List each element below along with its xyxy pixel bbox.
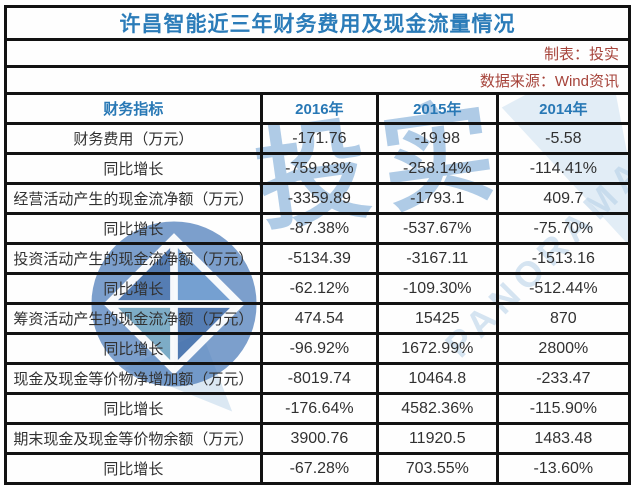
table-row: 期末现金及现金等价物余额（万元） 3900.76 11920.5 1483.48 xyxy=(4,422,631,455)
table-body: 财务费用（万元） -171.76 -19.98 -5.58 同比增长 -759.… xyxy=(4,122,631,485)
cell-2014: -115.90% xyxy=(495,392,631,425)
cell-2014: -114.41% xyxy=(495,152,631,185)
cell-2014: -512.44% xyxy=(495,272,631,305)
header-2015: 2015年 xyxy=(375,92,499,125)
cell-2016: -67.28% xyxy=(259,452,379,485)
cell-2015: 1672.99% xyxy=(375,332,499,365)
cell-2014: -75.70% xyxy=(495,212,631,245)
cell-2014: -5.58 xyxy=(495,122,631,155)
cell-2016: 474.54 xyxy=(259,302,379,335)
header-row: 财务指标 2016年 2015年 2014年 xyxy=(4,92,631,125)
row-label: 经营活动产生的现金流净额（万元） xyxy=(4,182,263,215)
table-row: 投资活动产生的现金流净额（万元） -5134.39 -3167.11 -1513… xyxy=(4,242,631,275)
table-row: 筹资活动产生的现金流净额（万元） 474.54 15425 870 xyxy=(4,302,631,335)
row-label: 同比增长 xyxy=(4,332,263,365)
table-row: 同比增长 -62.12% -109.30% -512.44% xyxy=(4,272,631,305)
cell-2015: 11920.5 xyxy=(375,422,499,455)
table-row: 同比增长 -96.92% 1672.99% 2800% xyxy=(4,332,631,365)
table-container: 投实 PANORAMA 财务指标 2016年 2015年 2014年 财务费用（… xyxy=(4,92,631,485)
data-source-row: 数据来源：Wind资讯 xyxy=(4,65,631,95)
row-label: 现金及现金等价物净增加额（万元） xyxy=(4,362,263,395)
table-row: 财务费用（万元） -171.76 -19.98 -5.58 xyxy=(4,122,631,155)
cell-2016: -171.76 xyxy=(259,122,379,155)
row-label: 财务费用（万元） xyxy=(4,122,263,155)
row-label: 投资活动产生的现金流净额（万元） xyxy=(4,242,263,275)
data-source-label: 数据来源：Wind资讯 xyxy=(479,72,619,90)
cell-2016: -96.92% xyxy=(259,332,379,365)
cell-2015: -109.30% xyxy=(375,272,499,305)
row-label: 同比增长 xyxy=(4,272,263,305)
cell-2016: -5134.39 xyxy=(259,242,379,275)
row-label: 同比增长 xyxy=(4,212,263,245)
header-2016: 2016年 xyxy=(259,92,379,125)
header-financial-indicator: 财务指标 xyxy=(4,92,263,125)
cell-2016: -3359.89 xyxy=(259,182,379,215)
cell-2015: -3167.11 xyxy=(375,242,499,275)
row-label: 同比增长 xyxy=(4,392,263,425)
table-row: 经营活动产生的现金流净额（万元） -3359.89 -1793.1 409.7 xyxy=(4,182,631,215)
cell-2014: -233.47 xyxy=(495,362,631,395)
table-row: 同比增长 -176.64% 4582.36% -115.90% xyxy=(4,392,631,425)
cell-2014: 409.7 xyxy=(495,182,631,215)
page-title: 许昌智能近三年财务费用及现金流量情况 xyxy=(119,13,516,36)
made-by-row: 制表：投实 xyxy=(4,38,631,68)
table-row: 同比增长 -67.28% 703.55% -13.60% xyxy=(4,452,631,485)
table-row: 同比增长 -759.83% -258.14% -114.41% xyxy=(4,152,631,185)
cell-2015: -537.67% xyxy=(375,212,499,245)
cell-2016: -8019.74 xyxy=(259,362,379,395)
cell-2014: 1483.48 xyxy=(495,422,631,455)
row-label: 期末现金及现金等价物余额（万元） xyxy=(4,422,263,455)
row-label: 同比增长 xyxy=(4,152,263,185)
cell-2014: -13.60% xyxy=(495,452,631,485)
cell-2016: -87.38% xyxy=(259,212,379,245)
cell-2016: -759.83% xyxy=(259,152,379,185)
cell-2015: 15425 xyxy=(375,302,499,335)
table-row: 现金及现金等价物净增加额（万元） -8019.74 10464.8 -233.4… xyxy=(4,362,631,395)
cell-2015: 10464.8 xyxy=(375,362,499,395)
cell-2016: -62.12% xyxy=(259,272,379,305)
cell-2014: 2800% xyxy=(495,332,631,365)
cell-2015: -258.14% xyxy=(375,152,499,185)
made-by-label: 制表：投实 xyxy=(543,45,619,63)
header-2014: 2014年 xyxy=(495,92,631,125)
cell-2014: -1513.16 xyxy=(495,242,631,275)
title-bar: 许昌智能近三年财务费用及现金流量情况 xyxy=(4,5,631,41)
row-label: 筹资活动产生的现金流净额（万元） xyxy=(4,302,263,335)
cell-2016: -176.64% xyxy=(259,392,379,425)
cell-2014: 870 xyxy=(495,302,631,335)
cell-2015: -1793.1 xyxy=(375,182,499,215)
cell-2015: 4582.36% xyxy=(375,392,499,425)
cell-2015: 703.55% xyxy=(375,452,499,485)
table-row: 同比增长 -87.38% -537.67% -75.70% xyxy=(4,212,631,245)
financial-table: 财务指标 2016年 2015年 2014年 财务费用（万元） -171.76 … xyxy=(4,92,631,485)
cell-2015: -19.98 xyxy=(375,122,499,155)
row-label: 同比增长 xyxy=(4,452,263,485)
cell-2016: 3900.76 xyxy=(259,422,379,455)
